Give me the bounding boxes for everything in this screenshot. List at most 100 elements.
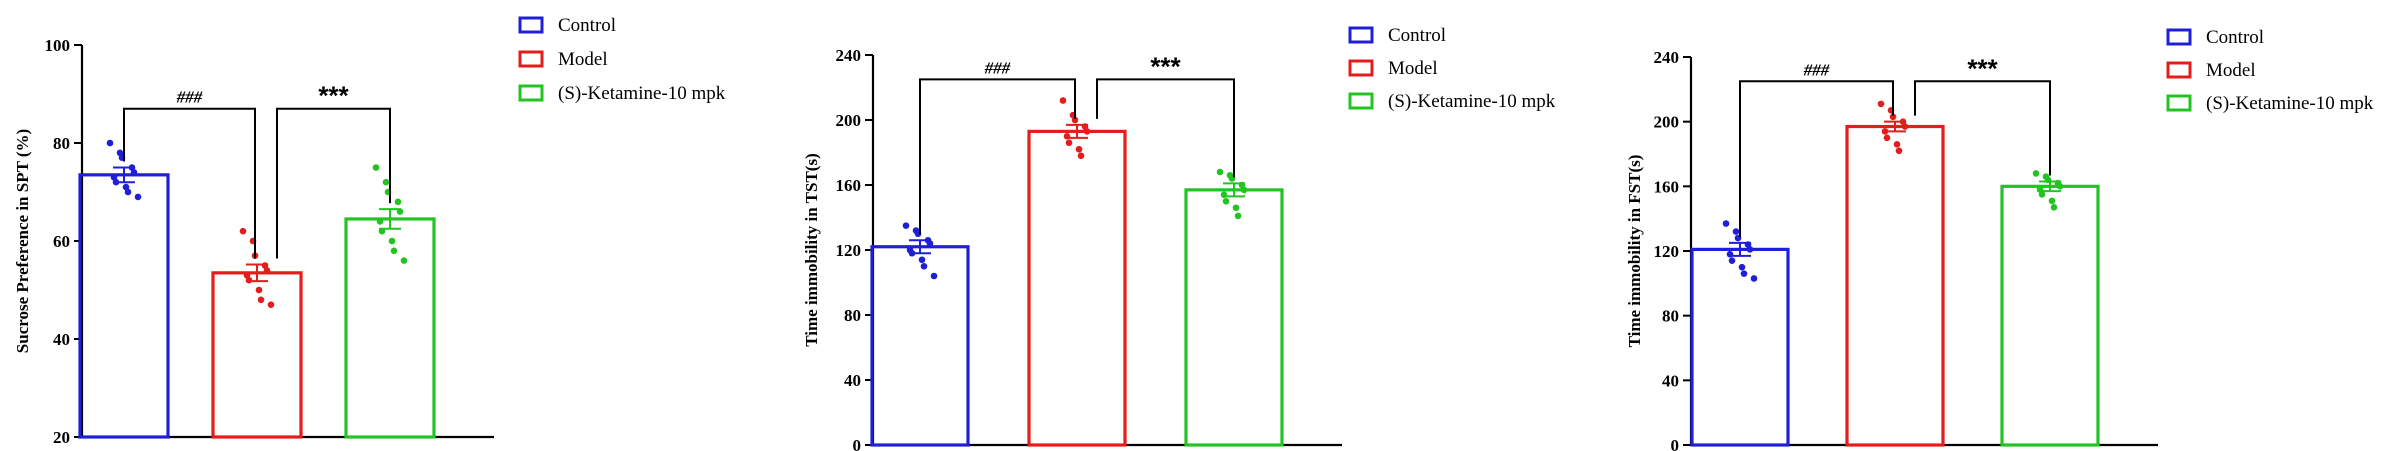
y-tick-label: 0: [853, 436, 862, 451]
y-tick-label: 120: [1654, 242, 1680, 261]
significance-label: ***: [1150, 51, 1181, 81]
data-point: [1732, 228, 1740, 235]
y-tick-label: 40: [1662, 371, 1679, 390]
data-point: [124, 188, 132, 196]
data-point: [1216, 168, 1224, 176]
data-point: [1222, 197, 1230, 205]
significance-label: ***: [318, 81, 349, 111]
data-point: [1075, 145, 1083, 153]
data-point: [1877, 100, 1885, 108]
chart-panel-fst: 0 40 80 120 160 200 240 Time immobility in FST(…: [1625, 27, 2374, 451]
data-point: [930, 272, 938, 280]
data-point: [245, 276, 253, 284]
legend-swatch: [1348, 59, 1374, 77]
data-point: [902, 222, 910, 229]
y-tick-label: 60: [53, 232, 70, 251]
data-point: [1220, 191, 1228, 199]
data-point: [1065, 139, 1073, 147]
data-point: [2048, 197, 2056, 205]
bar-fst-1: [1845, 124, 1945, 447]
data-point: [1740, 270, 1748, 277]
data-point: [1738, 263, 1746, 271]
y-tick-label: 160: [836, 176, 862, 195]
data-point: [1232, 204, 1240, 212]
data-point: [926, 240, 934, 247]
y-tick-label: 0: [1671, 436, 1680, 451]
bar-spt-2: [344, 217, 436, 439]
significance-bracket: [1739, 80, 1894, 237]
data-point: [2044, 176, 2052, 184]
y-tick-label: 100: [45, 36, 71, 55]
data-point: [1750, 275, 1758, 282]
data-point: [1893, 141, 1901, 148]
data-point: [2050, 204, 2058, 211]
y-tick-label: 240: [1654, 48, 1680, 67]
legend-swatch: [518, 84, 544, 102]
legend-swatch: [518, 16, 544, 34]
chart-panel-spt: 20 40 60 80 100 Sucrose Preference in SPT (%)…: [13, 15, 726, 447]
significance-bracket: [1914, 80, 2051, 176]
y-tick-label: 240: [836, 46, 862, 65]
y-tick-label: 20: [53, 428, 70, 447]
significance-label: ###: [1803, 60, 1830, 79]
y-tick-label: 40: [53, 330, 70, 349]
data-point: [1059, 97, 1067, 104]
data-point: [1901, 123, 1909, 130]
legend-swatch: [1348, 26, 1374, 44]
data-point: [267, 301, 275, 309]
y-axis-title: Time immobility in FST(s): [1625, 155, 1644, 348]
data-point: [239, 227, 247, 235]
data-point: [2038, 191, 2046, 198]
data-point: [378, 227, 386, 235]
data-point: [112, 178, 120, 186]
data-point: [1895, 147, 1903, 155]
bar-spt-1: [211, 271, 303, 439]
data-point: [400, 257, 408, 264]
data-point: [255, 286, 263, 294]
data-point: [1240, 186, 1248, 194]
y-axis-title: Time immobility in TST(s): [802, 153, 821, 346]
data-point: [1722, 220, 1730, 227]
legend-label: (S)-Ketamine-10 mpk: [558, 83, 726, 104]
y-tick-label: 80: [844, 306, 861, 325]
data-point: [1746, 246, 1754, 253]
legend-label: (S)-Ketamine-10 mpk: [2206, 93, 2374, 114]
bar-fst-2: [2000, 184, 2100, 447]
significance-bracket: [276, 107, 391, 259]
y-tick-label: 40: [844, 371, 861, 390]
y-tick-label: 80: [53, 134, 70, 153]
data-point: [1883, 134, 1891, 142]
data-point: [1083, 128, 1091, 135]
significance-label: ***: [1967, 53, 1998, 83]
bar-tst-0: [870, 245, 970, 447]
data-point: [920, 262, 928, 270]
legend-label: Control: [558, 15, 616, 36]
data-point: [396, 208, 404, 215]
legend-label: Model: [1388, 58, 1438, 79]
data-point: [2056, 183, 2064, 190]
data-point: [1234, 212, 1242, 220]
data-point: [390, 247, 398, 255]
y-tick-label: 200: [1654, 113, 1680, 132]
bar-tst-2: [1184, 188, 1284, 447]
legend-swatch: [2166, 61, 2192, 79]
y-tick-label: 120: [836, 241, 862, 260]
legend-swatch: [2166, 94, 2192, 112]
data-point: [372, 164, 380, 171]
data-point: [376, 218, 384, 225]
data-point: [918, 256, 926, 264]
legend-swatch: [518, 50, 544, 68]
data-point: [1071, 116, 1079, 124]
legend-label: Control: [2206, 27, 2264, 48]
legend-swatch: [1348, 92, 1374, 110]
data-point: [106, 139, 114, 147]
significance-bracket: [123, 107, 256, 259]
bar-tst-1: [1027, 129, 1127, 447]
data-point: [394, 198, 402, 206]
y-tick-label: 200: [836, 111, 862, 130]
y-axis-title: Sucrose Preference in SPT (%): [13, 129, 32, 353]
significance-label: ###: [984, 58, 1011, 77]
legend-label: Model: [558, 49, 608, 70]
legend-label: Control: [1388, 25, 1446, 46]
